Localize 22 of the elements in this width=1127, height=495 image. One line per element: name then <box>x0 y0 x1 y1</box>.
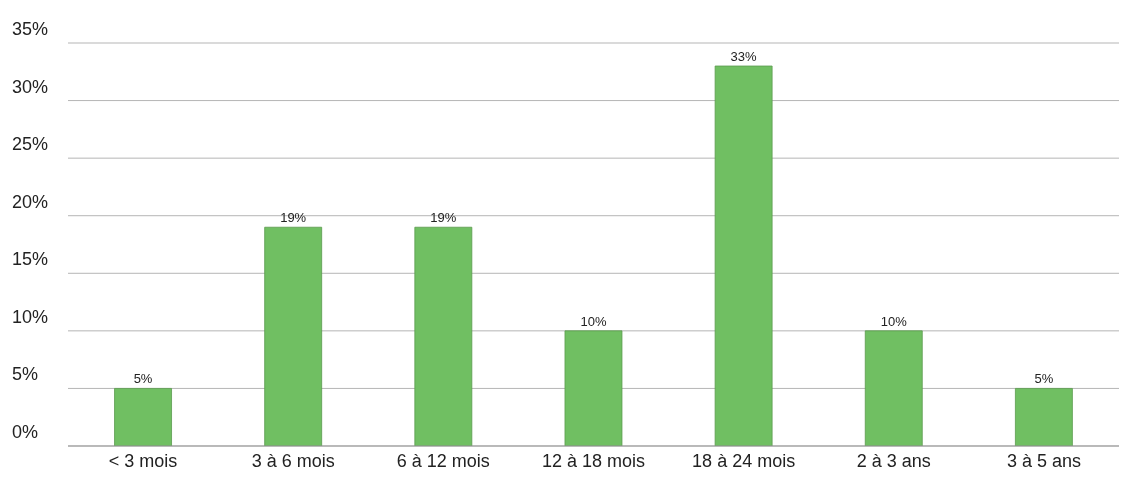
y-tick-label: 10% <box>12 306 49 327</box>
data-label: 5% <box>133 371 153 387</box>
y-tick-label: 25% <box>12 134 49 155</box>
y-tick-label: 30% <box>12 76 49 97</box>
x-tick-label: 3 à 6 mois <box>251 450 335 471</box>
data-label: 19% <box>430 210 457 226</box>
y-tick-label: 15% <box>12 249 49 270</box>
x-tick-label: 12 à 18 mois <box>541 450 646 471</box>
x-tick-label: < 3 mois <box>108 450 178 471</box>
y-tick-label: 35% <box>12 19 49 39</box>
data-label: 33% <box>730 49 758 65</box>
data-label: 5% <box>1034 371 1054 387</box>
data-label: 10% <box>580 313 607 329</box>
x-tick-label: 6 à 12 mois <box>396 450 490 471</box>
y-tick-label: 20% <box>12 191 49 212</box>
data-label: 19% <box>280 210 307 226</box>
x-tick-label: 2 à 3 ans <box>856 450 931 471</box>
data-label: 10% <box>880 313 908 329</box>
y-tick-label: 5% <box>12 364 39 385</box>
y-tick-label: 0% <box>12 422 39 442</box>
x-tick-label: 3 à 5 ans <box>1006 450 1081 471</box>
x-tick-label: 18 à 24 mois <box>692 450 796 471</box>
